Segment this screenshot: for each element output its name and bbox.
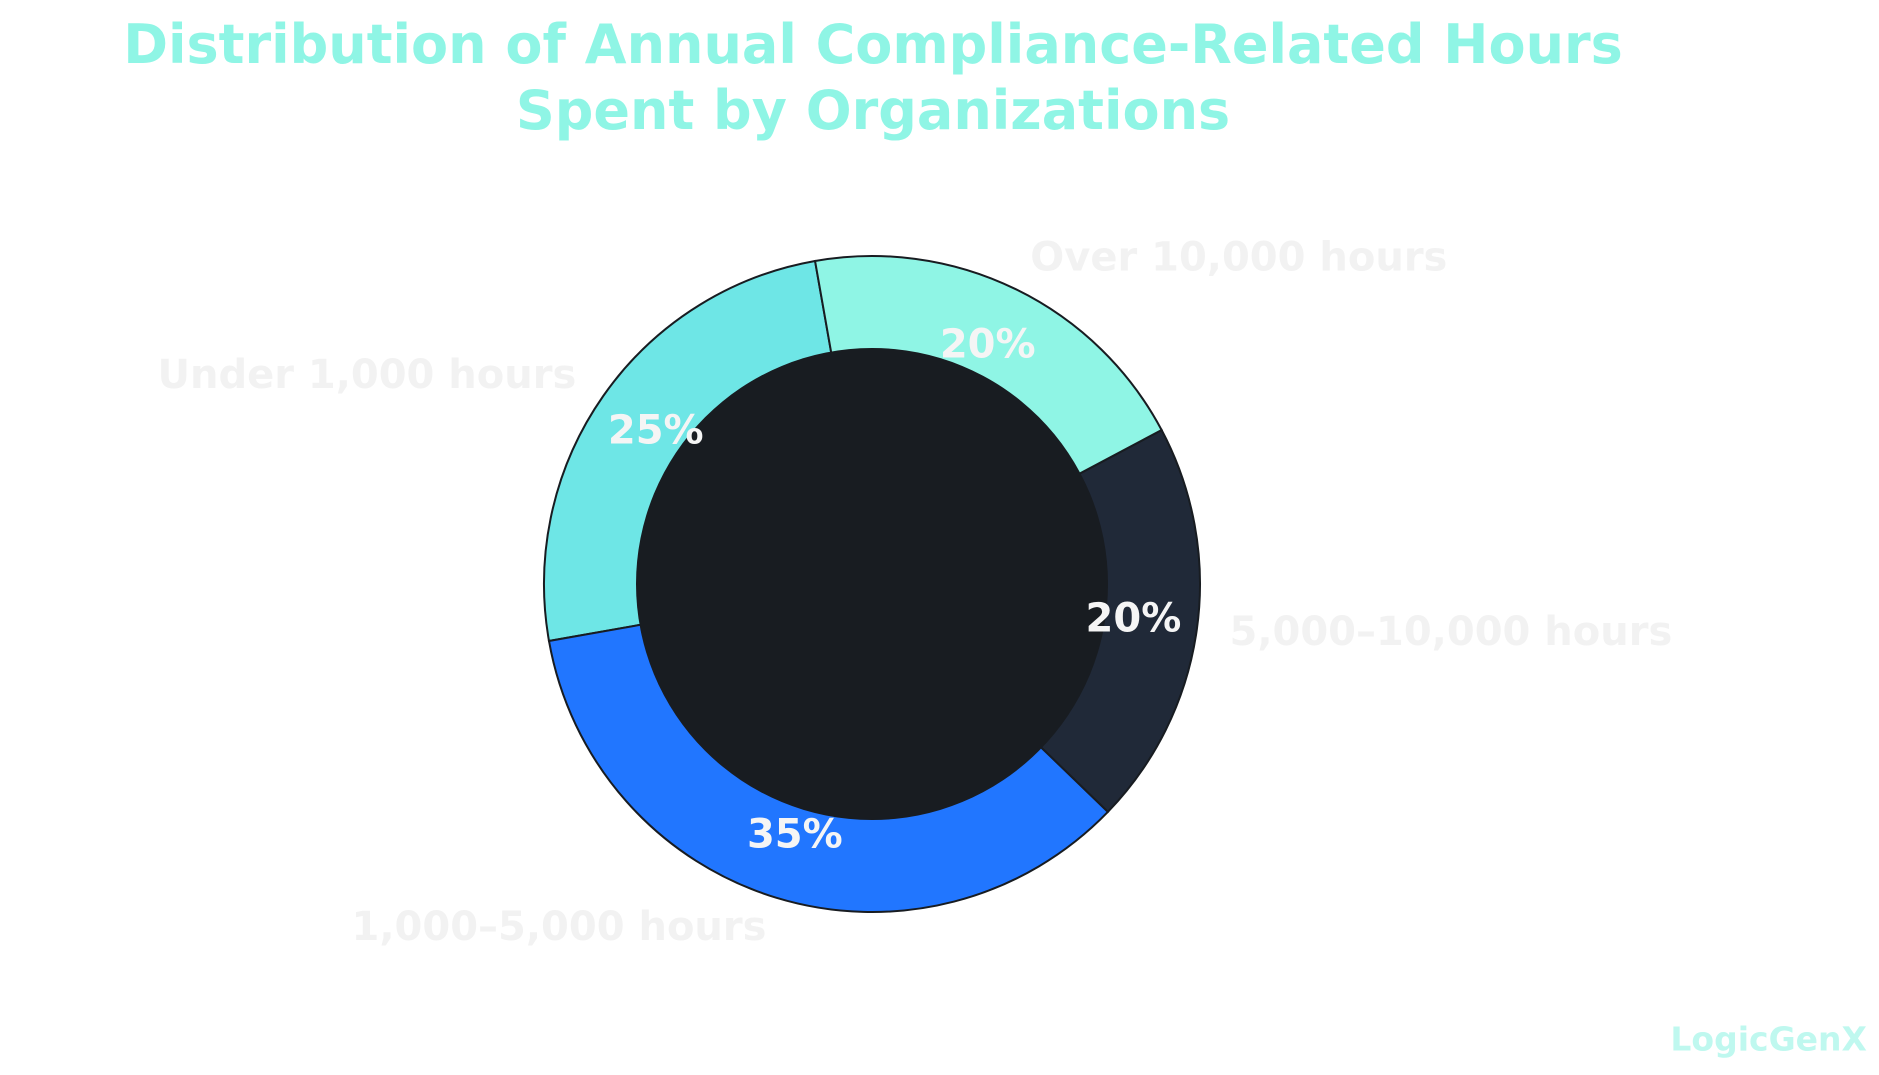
value-label: 35% bbox=[747, 811, 843, 857]
donut-hole bbox=[636, 348, 1108, 820]
value-label: 25% bbox=[608, 408, 704, 454]
chart-title: Distribution of Annual Compliance-Relate… bbox=[123, 13, 1623, 142]
slice-label: Under 1,000 hours bbox=[157, 352, 576, 398]
value-label: 20% bbox=[940, 322, 1036, 368]
slice-label: 1,000–5,000 hours bbox=[352, 904, 767, 950]
slice-label: Over 10,000 hours bbox=[1030, 235, 1447, 281]
watermark: LogicGenX bbox=[1670, 1020, 1867, 1059]
value-label: 20% bbox=[1086, 596, 1182, 642]
slice-label: 5,000–10,000 hours bbox=[1229, 609, 1672, 655]
